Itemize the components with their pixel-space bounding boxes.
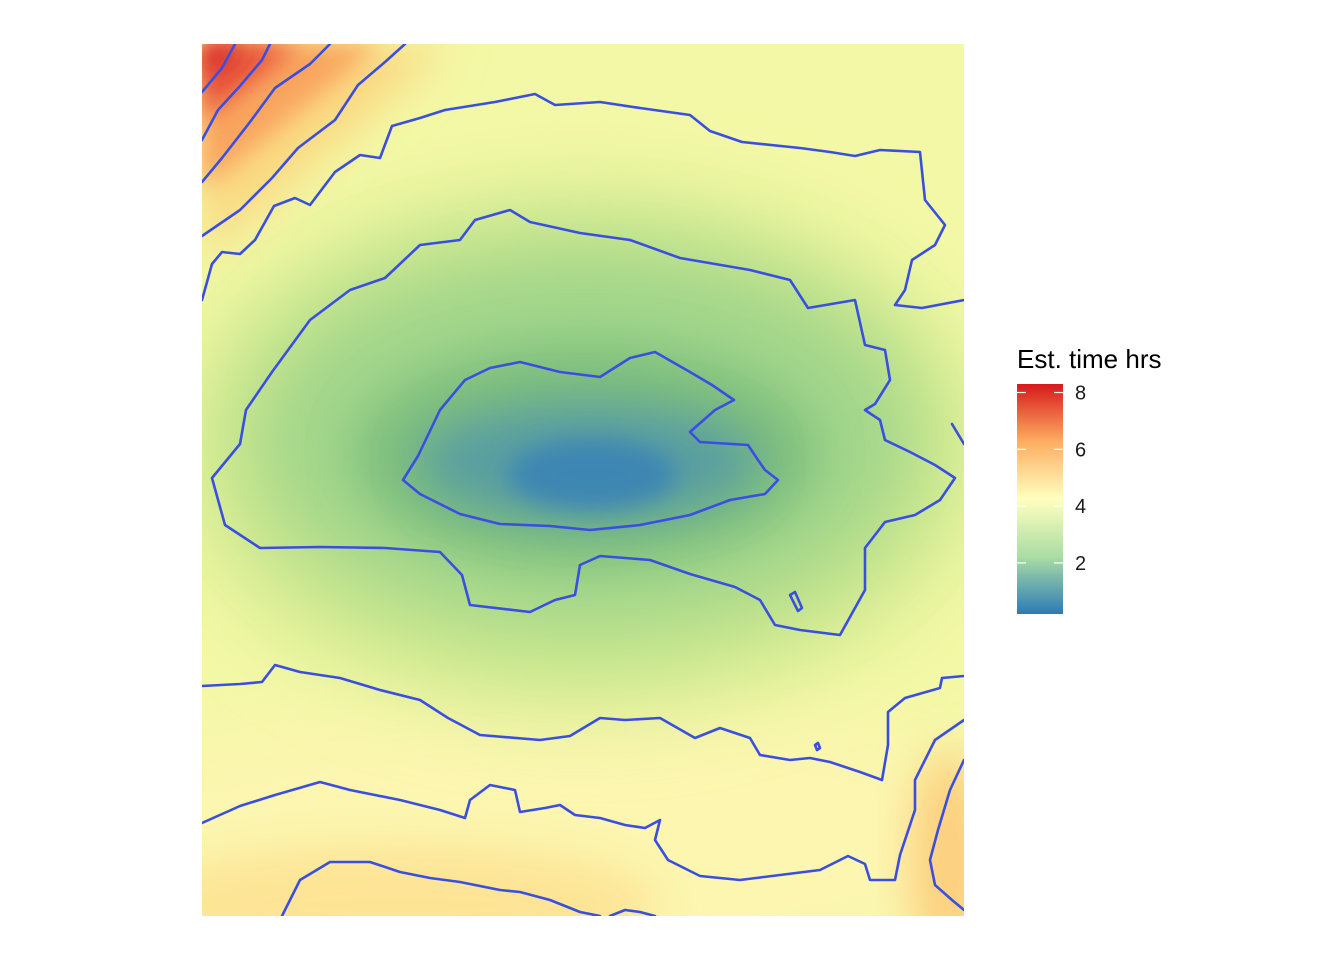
legend-tick-label: 2 — [1075, 553, 1086, 575]
legend: Est. time hrs 2 4 6 8 — [1017, 344, 1161, 614]
legend-tick-label: 8 — [1075, 383, 1086, 405]
contour-line — [202, 718, 964, 882]
contour-line — [202, 44, 237, 94]
heatmap-surface — [202, 44, 964, 916]
contour-line — [928, 758, 964, 912]
contour-line — [280, 860, 602, 916]
contour-line — [202, 663, 964, 782]
legend-ticks: 2 4 6 8 — [1017, 383, 1086, 575]
contour-line — [950, 422, 964, 446]
legend-tick-label: 6 — [1075, 439, 1086, 461]
contour-line — [210, 208, 957, 637]
contour-line — [608, 908, 657, 916]
contour-line — [202, 92, 964, 310]
legend-title: Est. time hrs — [1017, 344, 1161, 374]
contour-line — [813, 741, 822, 752]
legend-colorbar — [1017, 384, 1063, 614]
contour-line — [401, 350, 780, 532]
contour-line — [202, 44, 272, 142]
contour-line — [788, 590, 804, 613]
legend-tick-label: 4 — [1075, 496, 1086, 518]
contour-line — [202, 44, 332, 184]
contour-line — [202, 44, 407, 238]
contour-lines — [202, 44, 964, 916]
